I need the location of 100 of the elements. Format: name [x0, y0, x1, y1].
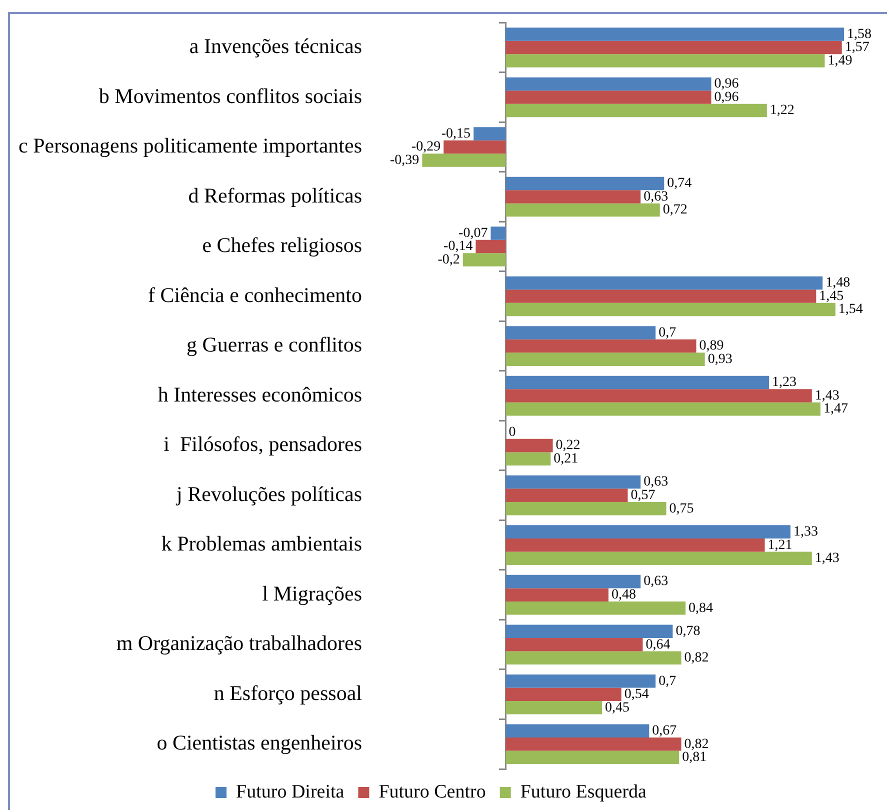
bar: [506, 624, 673, 638]
data-label: 1,57: [844, 40, 870, 56]
bar: [506, 502, 666, 516]
data-label: 0,82: [684, 650, 709, 666]
data-label: 0,48: [611, 588, 636, 603]
bar: [444, 140, 506, 154]
data-label: 0,7: [658, 325, 676, 340]
data-label: 0,78: [676, 624, 700, 640]
data-label: 1,43: [814, 388, 840, 404]
bar: [506, 552, 812, 565]
bar: [474, 127, 506, 140]
data-label: 0,67: [652, 724, 677, 739]
y-tick-label: b Movimentos conflitos sociais: [98, 84, 362, 108]
bar: [506, 203, 660, 217]
data-label: 0,96: [714, 76, 739, 92]
data-label: 0,84: [688, 600, 714, 616]
bar: [506, 389, 812, 402]
y-tick-label: k Problemas ambientais: [161, 532, 362, 556]
y-tick-label: j Revoluções políticas: [176, 482, 362, 506]
y-tick-label: i Filósofos, pensadores: [164, 432, 362, 456]
data-label: 0,64: [646, 637, 670, 652]
y-tick-label: m Organização trabalhadores: [116, 631, 362, 656]
bar: [506, 737, 682, 751]
bar: [506, 601, 686, 615]
bar: [506, 724, 650, 738]
data-label: 0,63: [644, 189, 668, 204]
data-label: 0,63: [644, 574, 668, 590]
data-label: 0,7: [658, 674, 676, 689]
bar: [506, 190, 641, 204]
data-label: 0,75: [669, 501, 694, 516]
bar: [506, 290, 816, 303]
data-label: 0,45: [605, 700, 630, 716]
data-label: 1,45: [819, 288, 844, 304]
bar: [506, 77, 712, 91]
data-label: -0,29: [411, 140, 441, 155]
data-label: 1,21: [768, 538, 792, 553]
data-label: 0,54: [624, 687, 649, 702]
data-label: -0,15: [441, 126, 471, 142]
bar: [506, 538, 765, 552]
data-label: 0,22: [556, 438, 580, 454]
bar: [506, 302, 836, 316]
bar: [506, 688, 622, 701]
data-label: 0,72: [662, 202, 688, 218]
data-label: 0,21: [554, 452, 578, 466]
legend-label: Futuro Direita: [236, 781, 345, 802]
y-tick-label: f Ciência e conhecimento: [148, 282, 362, 307]
y-tick-label: o Cientistas engenheiros: [156, 730, 362, 755]
legend-label: Futuro Esquerda: [520, 781, 648, 802]
data-label: 0,81: [682, 750, 707, 766]
data-label: 0,57: [630, 488, 656, 503]
data-label: 1,49: [828, 53, 852, 68]
data-label: 1,22: [770, 103, 794, 118]
bar: [506, 651, 682, 665]
bar: [506, 352, 705, 366]
bar: [506, 54, 825, 68]
data-label: 0,63: [644, 474, 668, 490]
data-label: 1,48: [826, 276, 850, 291]
y-tick-label: d Reformas políticas: [188, 183, 362, 208]
bar: [506, 588, 608, 602]
data-label: 1,54: [838, 302, 863, 318]
data-label: 1,58: [847, 26, 872, 42]
bar: [506, 452, 551, 466]
bar: [490, 226, 506, 240]
bar: [506, 402, 820, 416]
legend-label: Futuro Centro: [378, 781, 486, 802]
y-tick-label: c Personagens politicamente importantes: [18, 134, 362, 158]
bar: [506, 525, 790, 538]
bar: [506, 276, 823, 290]
data-label: 0,89: [699, 338, 724, 354]
bar: [422, 154, 506, 167]
bar: [506, 638, 643, 652]
y-tick-label: n Esforço pessoal: [214, 680, 362, 705]
bar: [506, 104, 767, 118]
data-label: 1,43: [814, 551, 840, 566]
data-label: 0,93: [708, 352, 732, 367]
bar: [462, 253, 506, 266]
bar: [506, 488, 628, 502]
y-tick-label: h Interesses econômicos: [158, 382, 362, 406]
data-label: -0,2: [438, 252, 460, 268]
bar: [506, 176, 664, 190]
bar: [506, 90, 712, 104]
y-tick-label: a Invenções técnicas: [189, 34, 362, 58]
bar: [506, 339, 696, 353]
data-label: 0,82: [684, 736, 709, 752]
bar: [506, 326, 656, 340]
bar: [506, 574, 641, 588]
data-label: 0,96: [714, 90, 739, 105]
data-label: 1,23: [772, 375, 797, 390]
data-label: 0: [508, 424, 516, 440]
bar: [506, 700, 602, 714]
bar: [506, 674, 656, 688]
y-tick-label: g Guerras e conflitos: [186, 332, 362, 357]
data-label: -0,14: [444, 239, 473, 254]
y-tick-label: e Chefes religiosos: [202, 233, 362, 258]
bar: [506, 28, 844, 41]
data-label: -0,07: [458, 226, 488, 241]
y-tick-label: l Migrações: [262, 581, 362, 606]
bar: [506, 40, 842, 54]
bar: [506, 376, 770, 390]
data-label: 1,47: [823, 402, 848, 417]
